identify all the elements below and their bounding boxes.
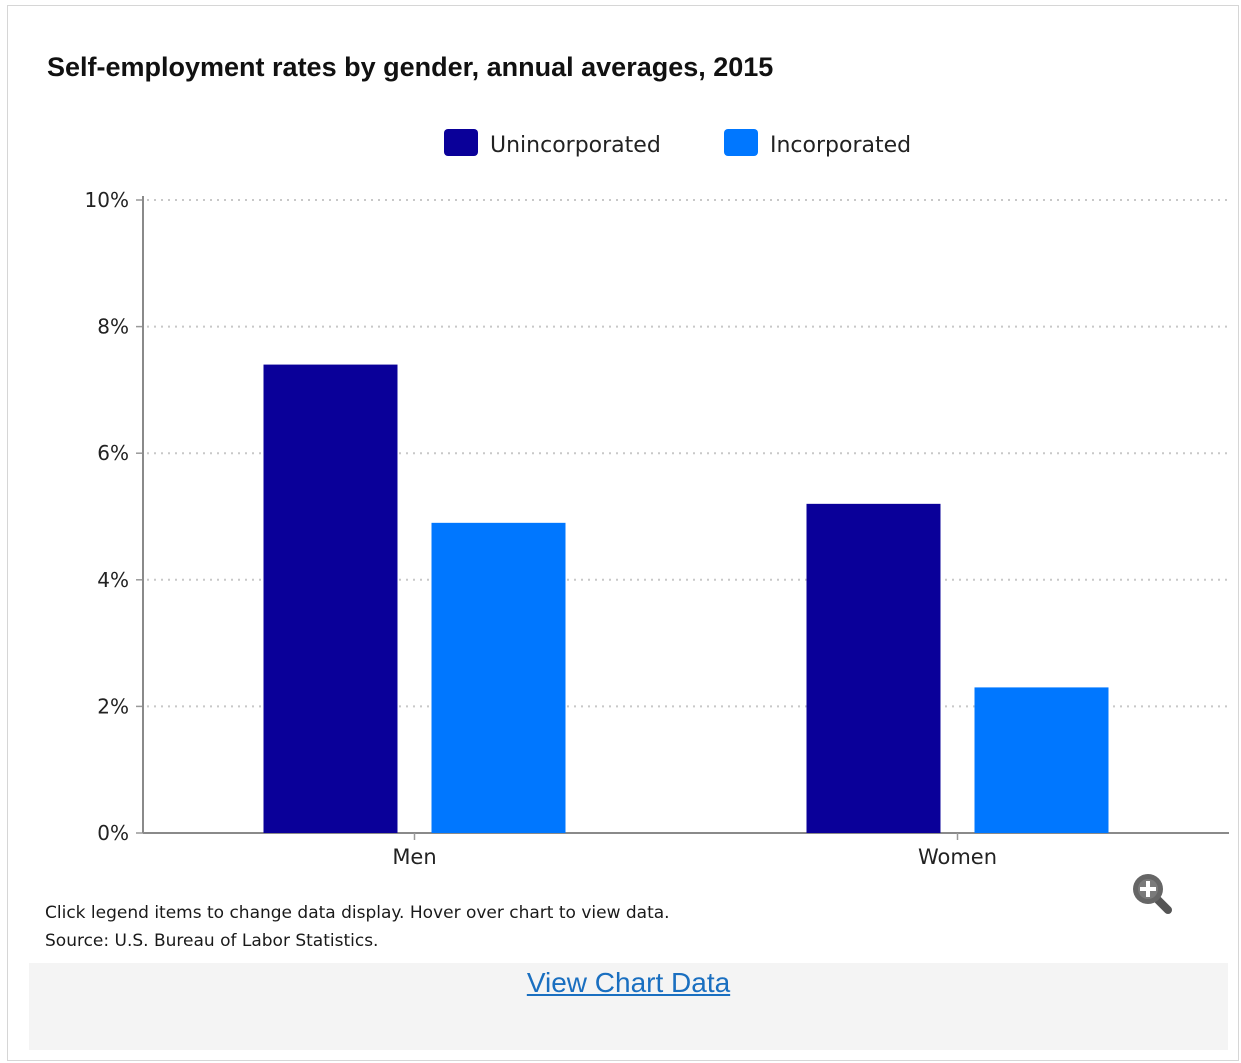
legend-swatch <box>444 129 478 156</box>
bar-chart: 0% 2% 4% 6% 8% 10% Men Women Unincorporated Incor… <box>85 129 1229 869</box>
y-tick-label: 2% <box>97 694 129 718</box>
y-tick-label: 6% <box>97 441 129 465</box>
view-chart-data-link[interactable]: View Chart Data <box>526 967 731 998</box>
y-tick-label: 0% <box>97 821 129 845</box>
chart-title: Self-employment rates by gender, annual … <box>47 52 774 82</box>
chart-data-bar: View Chart Data <box>29 963 1228 1050</box>
x-tick-label: Women <box>918 845 997 869</box>
chart-frame <box>7 5 1239 1061</box>
bar-unincorporated-men[interactable] <box>263 364 398 833</box>
x-tick-label: Men <box>392 845 436 869</box>
legend-label: Unincorporated <box>490 133 661 158</box>
y-tick-label: 8% <box>97 315 129 339</box>
y-tick-label: 10% <box>85 188 129 212</box>
zoom-in-icon[interactable] <box>1128 870 1174 914</box>
source-note: Source: U.S. Bureau of Labor Statistics. <box>45 931 379 951</box>
interaction-note: Click legend items to change data displa… <box>45 903 670 923</box>
bar-incorporated-men[interactable] <box>431 522 566 833</box>
legend-label: Incorporated <box>770 133 911 158</box>
legend-item-incorporated[interactable]: Incorporated <box>724 129 911 158</box>
legend-swatch <box>724 129 758 156</box>
bar-incorporated-women[interactable] <box>974 687 1109 833</box>
legend-item-unincorporated[interactable]: Unincorporated <box>444 129 661 158</box>
bar-unincorporated-women[interactable] <box>806 503 941 833</box>
y-tick-label: 4% <box>97 568 129 592</box>
